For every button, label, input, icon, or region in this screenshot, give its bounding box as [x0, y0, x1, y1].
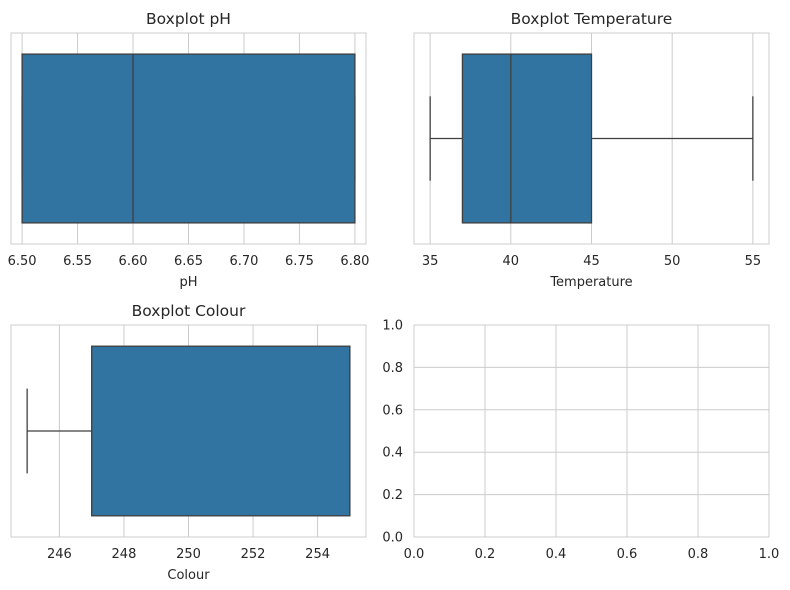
x-tick-label: 6.55	[63, 254, 92, 269]
y-tick-label: 0.4	[382, 446, 403, 461]
x-tick-label: 254	[305, 547, 330, 562]
x-tick-label: 0.8	[688, 547, 709, 562]
x-axis-label: Temperature	[549, 275, 632, 290]
x-tick-label: 6.70	[229, 254, 258, 269]
x-tick-label: 40	[503, 254, 520, 269]
x-tick-label: 252	[241, 547, 266, 562]
x-tick-label: 0.4	[546, 547, 567, 562]
panel-boxplot-ph: Boxplot pH pH 6.50 6.55 6.60 6.65 6.70 6.75 6.80	[8, 10, 370, 290]
panel-boxplot-temperature: Boxplot Temperature Temperature 35 40 45 50 55	[413, 10, 770, 290]
x-tick-label: 55	[745, 254, 762, 269]
box-iqr	[21, 53, 356, 224]
x-tick-label: 0.2	[475, 547, 496, 562]
panel-boxplot-colour: Boxplot Colour Colour 246 248 250 252 254	[10, 302, 367, 583]
axes-frame	[413, 324, 770, 538]
y-tick-label: 1.0	[382, 319, 403, 334]
x-tick-label: 1.0	[759, 547, 780, 562]
panel-empty-axes: 0.0 0.2 0.4 0.6 0.8 1.0 0.0 0.2 0.4 0.6 0.8 1.0	[382, 319, 779, 563]
chart-title: Boxplot pH	[146, 10, 231, 28]
x-tick-label: 250	[176, 547, 201, 562]
x-tick-label: 50	[664, 254, 681, 269]
axes-frame	[10, 324, 367, 538]
x-tick-label: 246	[47, 547, 72, 562]
x-tick-label: 35	[422, 254, 439, 269]
x-tick-label: 0.0	[404, 547, 425, 562]
x-tick-label: 0.6	[617, 547, 638, 562]
x-tick-label: 45	[583, 254, 600, 269]
x-tick-label: 6.80	[340, 254, 369, 269]
y-tick-label: 0.6	[382, 403, 403, 418]
x-axis-label: pH	[179, 275, 197, 290]
chart-title: Boxplot Temperature	[511, 10, 673, 28]
x-axis-label: Colour	[167, 568, 210, 583]
y-tick-label: 0.0	[382, 531, 403, 546]
x-tick-label: 248	[112, 547, 137, 562]
x-tick-label: 6.50	[8, 254, 37, 269]
axes-frame	[413, 32, 770, 245]
box-iqr	[461, 53, 593, 224]
y-tick-label: 0.8	[382, 361, 403, 376]
x-tick-label: 6.65	[174, 254, 203, 269]
x-tick-label: 6.60	[119, 254, 148, 269]
x-tick-label: 6.75	[285, 254, 314, 269]
chart-title: Boxplot Colour	[132, 302, 246, 320]
box-iqr	[91, 345, 351, 517]
axes-frame	[10, 32, 367, 245]
y-tick-label: 0.2	[382, 488, 403, 503]
